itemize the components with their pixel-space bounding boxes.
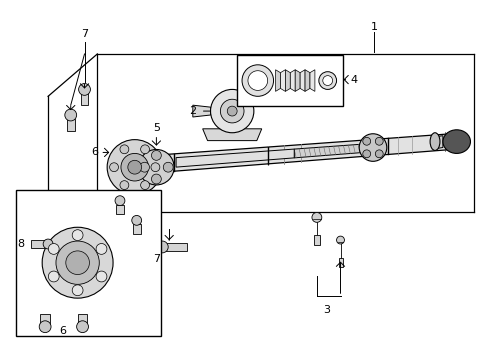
Circle shape (375, 150, 383, 158)
Text: 8: 8 (18, 239, 24, 249)
Circle shape (120, 181, 129, 189)
Text: 6: 6 (91, 148, 98, 157)
Text: 5: 5 (153, 123, 160, 133)
Circle shape (49, 243, 59, 254)
Circle shape (163, 162, 173, 172)
Circle shape (248, 71, 268, 90)
Circle shape (56, 241, 99, 284)
Circle shape (139, 149, 174, 185)
Polygon shape (290, 70, 295, 91)
Text: 3: 3 (323, 305, 330, 315)
Circle shape (72, 230, 83, 240)
Bar (314, 235, 320, 245)
Polygon shape (434, 136, 443, 149)
Text: 4: 4 (350, 75, 358, 85)
Polygon shape (294, 144, 363, 158)
Circle shape (96, 271, 107, 282)
Circle shape (72, 285, 83, 296)
Bar (339, 258, 343, 267)
Circle shape (151, 174, 161, 184)
Circle shape (211, 89, 254, 133)
Circle shape (312, 212, 322, 222)
Circle shape (107, 140, 162, 195)
Polygon shape (280, 70, 285, 91)
Circle shape (39, 321, 51, 333)
Polygon shape (203, 129, 262, 141)
Circle shape (141, 145, 149, 154)
Bar (67, 119, 74, 131)
Bar (133, 224, 141, 234)
Circle shape (156, 241, 168, 253)
Bar (116, 204, 124, 215)
Circle shape (78, 84, 91, 95)
Text: 7: 7 (81, 29, 88, 39)
Circle shape (375, 137, 383, 145)
Circle shape (65, 109, 76, 121)
Circle shape (76, 321, 89, 333)
Circle shape (140, 162, 149, 172)
Polygon shape (110, 156, 142, 176)
Bar (80, 93, 89, 105)
Polygon shape (176, 149, 294, 167)
Text: 2: 2 (189, 106, 196, 116)
Circle shape (121, 153, 148, 181)
Circle shape (132, 215, 142, 225)
Text: 6: 6 (59, 325, 66, 336)
Circle shape (49, 271, 59, 282)
Circle shape (141, 181, 149, 189)
Circle shape (96, 243, 107, 254)
Polygon shape (305, 70, 310, 91)
Circle shape (66, 251, 90, 275)
Circle shape (359, 134, 387, 161)
Text: 1: 1 (370, 22, 377, 32)
Polygon shape (295, 70, 300, 91)
Circle shape (42, 227, 113, 298)
Polygon shape (300, 70, 305, 91)
Bar (77, 314, 88, 324)
Circle shape (363, 137, 370, 145)
Bar (16, 190, 161, 336)
Circle shape (227, 106, 237, 116)
Polygon shape (310, 70, 315, 91)
Bar (237, 55, 343, 106)
Polygon shape (275, 70, 280, 91)
Circle shape (120, 145, 129, 154)
Circle shape (363, 150, 370, 158)
Bar (165, 243, 187, 251)
Circle shape (220, 99, 244, 123)
Circle shape (151, 150, 161, 160)
Circle shape (128, 160, 142, 174)
Text: 7: 7 (153, 254, 160, 264)
Ellipse shape (443, 130, 470, 153)
Circle shape (151, 163, 160, 172)
Circle shape (242, 65, 273, 96)
Circle shape (337, 236, 344, 244)
Polygon shape (110, 134, 452, 176)
Bar (40, 314, 50, 324)
Bar (31, 240, 45, 248)
Ellipse shape (430, 133, 440, 150)
Circle shape (110, 163, 119, 172)
Circle shape (43, 239, 53, 249)
Circle shape (323, 76, 333, 85)
Polygon shape (285, 70, 290, 91)
Circle shape (115, 196, 125, 206)
Polygon shape (193, 105, 211, 117)
Circle shape (319, 72, 337, 89)
